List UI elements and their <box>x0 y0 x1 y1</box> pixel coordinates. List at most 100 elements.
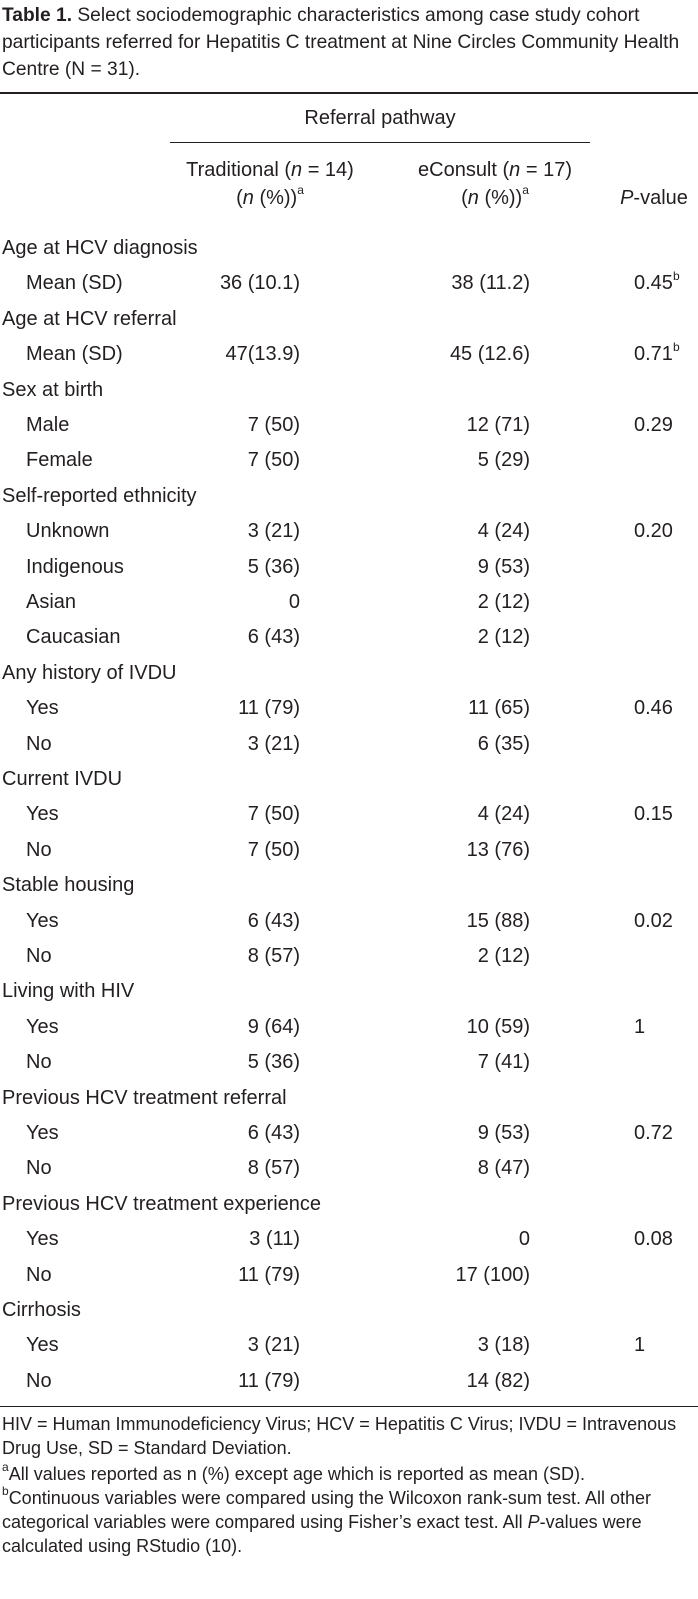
row-label: Mean (SD) <box>26 272 123 295</box>
table-row: Unknown 3 (21) 4 (24) 0.20 <box>0 513 698 549</box>
table-row: Yes 9 (64) 10 (59) 1 <box>0 1009 698 1045</box>
pvalue-footnote-mark: b <box>672 339 680 354</box>
section-label: Age at HCV referral <box>2 307 177 330</box>
row-label: Yes <box>26 1228 59 1251</box>
cell-econsult: 2 (12) <box>477 626 530 649</box>
table-caption: Table 1. Select sociodemographic charact… <box>2 2 692 83</box>
cell-traditional: 0 <box>288 591 300 613</box>
cell-pvalue: 0.71b <box>634 339 680 366</box>
cell-traditional: 11 (79) <box>238 1263 300 1286</box>
cell-econsult: 2 (12) <box>477 945 530 967</box>
table-section-row: Age at HCV referral <box>0 301 698 337</box>
table-row: Mean (SD) 47(13.9) 45 (12.6) 0.71b <box>0 336 698 372</box>
cell-traditional: 3 (21) <box>247 1334 300 1357</box>
cell-econsult: 17 (100) <box>455 1263 531 1286</box>
row-label: No <box>26 1263 52 1286</box>
col-header-econsult: eConsult (n = 17) (n (%))a <box>418 159 572 209</box>
cell-econsult: 5 (29) <box>477 449 530 472</box>
table-row: No 3 (21) 6 (35) <box>0 726 698 762</box>
row-label: Mean (SD) <box>26 343 123 366</box>
cell-pvalue: 0.08 <box>634 1228 673 1251</box>
row-label: Caucasian <box>26 626 121 649</box>
cell-traditional: 47(13.9) <box>225 343 301 366</box>
cell-traditional: 36 (10.1) <box>219 272 300 295</box>
table-section-row: Self-reported ethnicity <box>0 478 698 514</box>
table-row: Yes 3 (21) 3 (18) 1 <box>0 1327 698 1363</box>
cell-econsult: 6 (35) <box>477 732 530 755</box>
cell-pvalue: 0.46 <box>634 697 673 720</box>
cell-econsult: 0 <box>518 1228 530 1251</box>
section-label: Previous HCV treatment referral <box>2 1086 287 1109</box>
cell-econsult: 7 (41) <box>477 1051 530 1074</box>
group-header-rule <box>170 142 590 143</box>
table-row: Female 7 (50) 5 (29) <box>0 442 698 478</box>
cell-pvalue: 0.29 <box>634 414 673 436</box>
row-label: Indigenous <box>26 555 124 578</box>
table-row: Male 7 (50) 12 (71) 0.29 <box>0 407 698 443</box>
section-label: Previous HCV treatment experience <box>2 1192 322 1215</box>
cell-traditional: 7 (50) <box>247 838 300 861</box>
table-row: Yes 6 (43) 15 (88) 0.02 <box>0 903 698 939</box>
table-row: No 11 (79) 14 (82) <box>0 1363 698 1399</box>
row-label: Yes <box>26 1015 59 1038</box>
row-label: Yes <box>26 697 59 720</box>
cell-traditional: 7 (50) <box>247 803 300 826</box>
section-label: Age at HCV diagnosis <box>2 237 198 259</box>
row-label: No <box>26 945 52 967</box>
table-row: No 7 (50) 13 (76) <box>0 832 698 868</box>
table-section-row: Living with HIV <box>0 973 698 1009</box>
row-label: No <box>26 1157 52 1180</box>
table-row: Indigenous 5 (36) 9 (53) <box>0 549 698 585</box>
table-row: No 11 (79) 17 (100) <box>0 1257 698 1293</box>
cell-traditional: 5 (36) <box>247 555 300 578</box>
cell-econsult: 14 (82) <box>466 1369 530 1392</box>
cell-econsult: 8 (47) <box>477 1157 530 1180</box>
cell-econsult: 2 (12) <box>477 591 530 613</box>
row-label: Asian <box>26 591 77 613</box>
table-row: No 8 (57) 2 (12) <box>0 938 698 974</box>
table-row: Yes 11 (79) 11 (65) 0.46 <box>0 690 698 726</box>
cell-econsult: 10 (59) <box>466 1015 530 1038</box>
cell-traditional: 7 (50) <box>247 414 300 436</box>
cell-pvalue: 0.45b <box>634 268 680 295</box>
cell-traditional: 8 (57) <box>247 945 300 967</box>
table-section-row: Any history of IVDU <box>0 655 698 691</box>
table-row: Caucasian 6 (43) 2 (12) <box>0 619 698 655</box>
table-section-row: Previous HCV treatment referral <box>0 1080 698 1116</box>
row-label: Yes <box>26 909 59 932</box>
table-row: Yes 3 (11) 0 0.08 <box>0 1221 698 1257</box>
table-row: Mean (SD) 36 (10.1) 38 (11.2) 0.45b <box>0 265 698 301</box>
section-label: Stable housing <box>2 874 135 897</box>
pvalue-footnote-mark: b <box>672 268 680 283</box>
cell-pvalue: 0.72 <box>634 1122 673 1144</box>
caption-text: Select sociodemographic characteristics … <box>2 5 680 80</box>
row-label: Unknown <box>26 520 110 543</box>
table-row: Yes 6 (43) 9 (53) 0.72 <box>0 1115 698 1151</box>
cell-traditional: 7 (50) <box>247 449 300 472</box>
cell-econsult: 9 (53) <box>477 555 530 578</box>
cell-econsult: 4 (24) <box>477 520 530 543</box>
table-section-row: Previous HCV treatment experience <box>0 1186 698 1222</box>
row-label: Male <box>26 414 70 436</box>
group-header: Referral pathway <box>304 107 456 129</box>
row-label: Yes <box>26 1122 59 1144</box>
row-label: No <box>26 1051 52 1074</box>
table-section-row: Stable housing <box>0 867 698 903</box>
cell-traditional: 3 (21) <box>247 520 300 543</box>
section-label: Cirrhosis <box>2 1299 81 1321</box>
table-row: Asian 0 2 (12) <box>0 584 698 620</box>
section-label: Living with HIV <box>2 980 135 1003</box>
table-row: Yes 7 (50) 4 (24) 0.15 <box>0 796 698 832</box>
cell-econsult: 12 (71) <box>466 414 530 436</box>
cell-traditional: 5 (36) <box>247 1051 300 1074</box>
cell-econsult: 11 (65) <box>468 697 530 720</box>
table-section-row: Cirrhosis <box>0 1292 698 1328</box>
footnote-b: bContinuous variables were compared usin… <box>2 1484 651 1556</box>
footnote-a: aAll values reported as n (%) except age… <box>2 1460 585 1484</box>
cell-pvalue: 1 <box>634 1015 646 1038</box>
cell-pvalue: 0.20 <box>634 520 673 543</box>
table-row: No 5 (36) 7 (41) <box>0 1044 698 1080</box>
cell-econsult: 13 (76) <box>466 838 530 861</box>
cell-econsult: 15 (88) <box>466 909 530 932</box>
